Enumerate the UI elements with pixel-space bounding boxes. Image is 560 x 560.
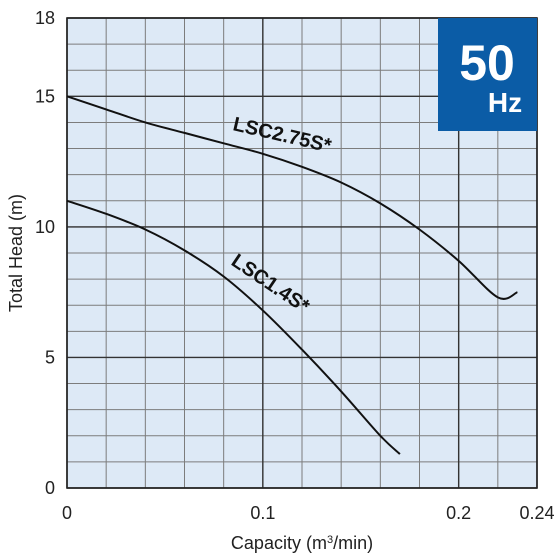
x-axis-label: Capacity (m3/min) <box>231 533 373 553</box>
y-tick-labels: 0 5 10 15 18 <box>35 8 55 498</box>
x-tick-label: 0.2 <box>446 503 471 523</box>
plot-frame <box>66 17 538 489</box>
series-layer <box>66 95 518 455</box>
frequency-badge: 50 Hz <box>438 18 537 131</box>
badge-background <box>438 18 537 131</box>
badge-frequency: 50 <box>459 35 515 91</box>
grid <box>66 17 538 489</box>
y-tick-label: 5 <box>45 347 55 367</box>
y-axis-label: Total Head (m) <box>6 194 26 312</box>
y-tick-label: 10 <box>35 217 55 237</box>
x-tick-label: 0 <box>62 503 72 523</box>
badge-unit: Hz <box>488 87 522 118</box>
y-tick-label: 18 <box>35 8 55 28</box>
x-tick-labels: 0 0.1 0.2 0.24 <box>62 503 555 523</box>
series-line-1 <box>66 199 401 455</box>
x-tick-label: 0.1 <box>250 503 275 523</box>
y-tick-label: 0 <box>45 478 55 498</box>
series-line-0 <box>66 95 518 300</box>
y-tick-label: 15 <box>35 86 55 106</box>
x-tick-label: 0.24 <box>519 503 554 523</box>
